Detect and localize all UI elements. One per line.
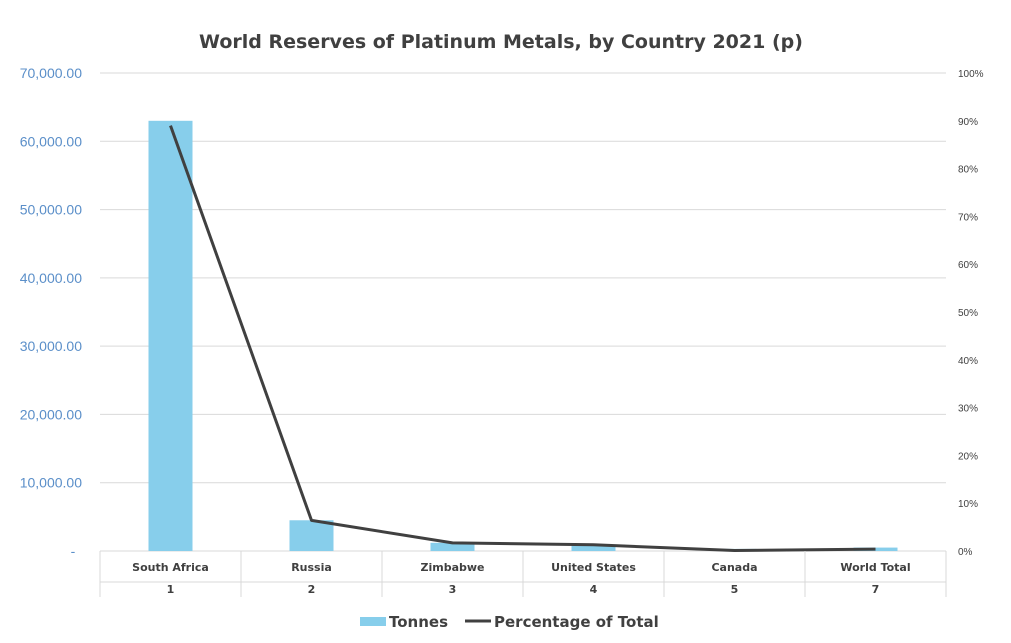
y-left-tick-label: 40,000.00	[20, 270, 82, 286]
y-right-tick-label: 60%	[958, 260, 978, 271]
x-category-number: 1	[167, 583, 175, 596]
x-axis: South Africa 1 Russia 2 Zimbabwe 3 United Stat…	[99, 551, 947, 597]
y-right-tick-label: 0%	[958, 547, 973, 558]
y-left-tick-label: 70,000.00	[20, 65, 82, 81]
x-category-number: 2	[308, 583, 316, 596]
y-right-tick-label: 100%	[958, 69, 984, 80]
y-right-tick-label: 40%	[958, 356, 978, 367]
gridlines	[100, 72, 946, 552]
y-axis-right: 0% 10% 20% 30% 40% 50% 60% 70% 80% 90% 100%	[958, 69, 984, 558]
y-right-tick-label: 70%	[958, 212, 978, 223]
legend: Tonnes Percentage of Total	[360, 613, 659, 631]
legend-label-percentage: Percentage of Total	[494, 613, 659, 631]
x-category-label: Zimbabwe	[420, 561, 484, 574]
bar	[430, 542, 475, 551]
x-category-label: Russia	[291, 561, 332, 574]
x-category-number: 3	[449, 583, 457, 596]
chart-title: World Reserves of Platinum Metals, by Co…	[199, 31, 803, 53]
y-right-tick-label: 90%	[958, 117, 978, 128]
y-left-tick-label: 30,000.00	[20, 338, 82, 354]
x-category-label: United States	[551, 561, 636, 574]
y-right-tick-label: 20%	[958, 451, 978, 462]
line-series	[169, 125, 876, 552]
series-line	[169, 125, 876, 552]
y-left-tick-label: 10,000.00	[20, 475, 82, 491]
x-category-label: South Africa	[132, 561, 209, 574]
x-category-number: 5	[731, 583, 739, 596]
legend-label-tonnes: Tonnes	[389, 613, 448, 631]
y-right-tick-label: 10%	[958, 499, 978, 510]
bar	[148, 120, 193, 552]
bar	[289, 520, 334, 551]
bar-series	[148, 120, 898, 552]
y-left-tick-label: -	[71, 543, 76, 559]
bar	[571, 544, 616, 551]
y-left-tick-label: 60,000.00	[20, 133, 82, 149]
x-category-label: World Total	[840, 561, 910, 574]
y-right-tick-label: 80%	[958, 165, 978, 176]
legend-swatch-tonnes	[360, 617, 386, 626]
y-right-tick-label: 30%	[958, 404, 978, 415]
y-left-tick-label: 20,000.00	[20, 406, 82, 422]
x-category-label: Canada	[711, 561, 757, 574]
x-category-number: 4	[590, 583, 598, 596]
y-right-tick-label: 50%	[958, 308, 978, 319]
x-category-number: 7	[872, 583, 880, 596]
y-left-tick-label: 50,000.00	[20, 202, 82, 218]
y-axis-left: - 10,000.00 20,000.00 30,000.00 40,000.00 50,…	[20, 65, 82, 559]
